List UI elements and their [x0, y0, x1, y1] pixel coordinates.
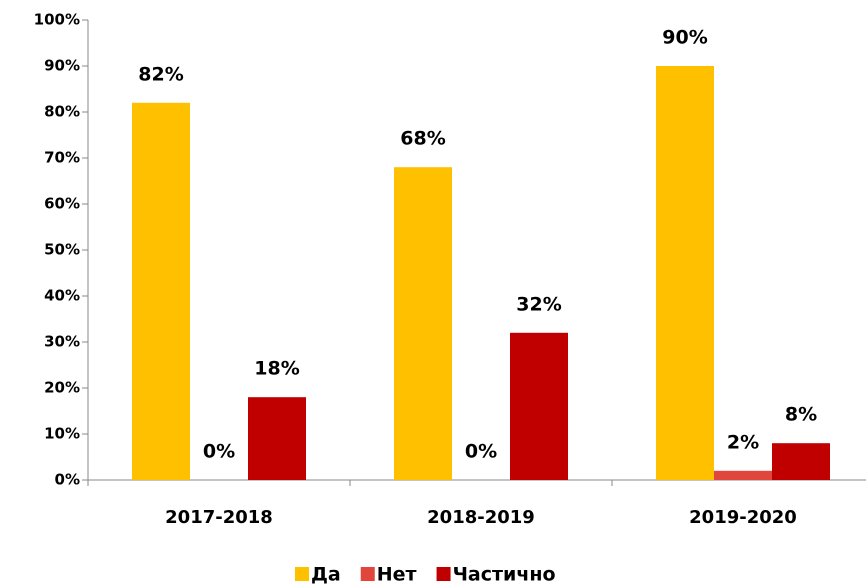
value-label: 18%: [254, 358, 299, 380]
legend-label: Нет: [377, 564, 417, 584]
y-tick-label: 40%: [44, 287, 80, 305]
value-label: 90%: [662, 27, 707, 49]
bar: [656, 66, 714, 480]
y-tick-label: 80%: [44, 103, 80, 121]
bar: [510, 332, 568, 480]
value-label: 32%: [516, 293, 561, 315]
legend-label: Да: [311, 564, 341, 584]
legend-swatch: [295, 567, 309, 581]
legend-swatch: [436, 567, 451, 581]
legend-label: Частично: [453, 564, 556, 584]
value-label: 0%: [203, 441, 235, 463]
bar: [394, 167, 452, 480]
legend-swatch: [360, 567, 375, 581]
value-label: 2%: [727, 431, 759, 453]
y-tick-label: 60%: [44, 195, 80, 213]
y-tick-label: 100%: [34, 11, 80, 29]
value-label: 82%: [138, 63, 183, 85]
y-tick-label: 0%: [55, 471, 80, 489]
bar: [714, 470, 772, 480]
value-label: 0%: [465, 441, 497, 463]
x-tick-label: 2017-2018: [165, 507, 273, 528]
y-tick-label: 50%: [44, 241, 80, 259]
bar: [772, 443, 830, 480]
x-tick-label: 2019-2020: [689, 507, 797, 528]
y-tick-label: 20%: [44, 379, 80, 397]
value-label: 8%: [785, 404, 817, 426]
x-tick-label: 2018-2019: [427, 507, 535, 528]
bar: [132, 102, 190, 481]
y-tick-label: 10%: [44, 425, 80, 443]
value-label: 68%: [400, 128, 445, 150]
y-tick-label: 30%: [44, 333, 80, 351]
y-tick-label: 70%: [44, 149, 80, 167]
y-tick-label: 90%: [44, 57, 80, 75]
bar: [248, 397, 306, 480]
